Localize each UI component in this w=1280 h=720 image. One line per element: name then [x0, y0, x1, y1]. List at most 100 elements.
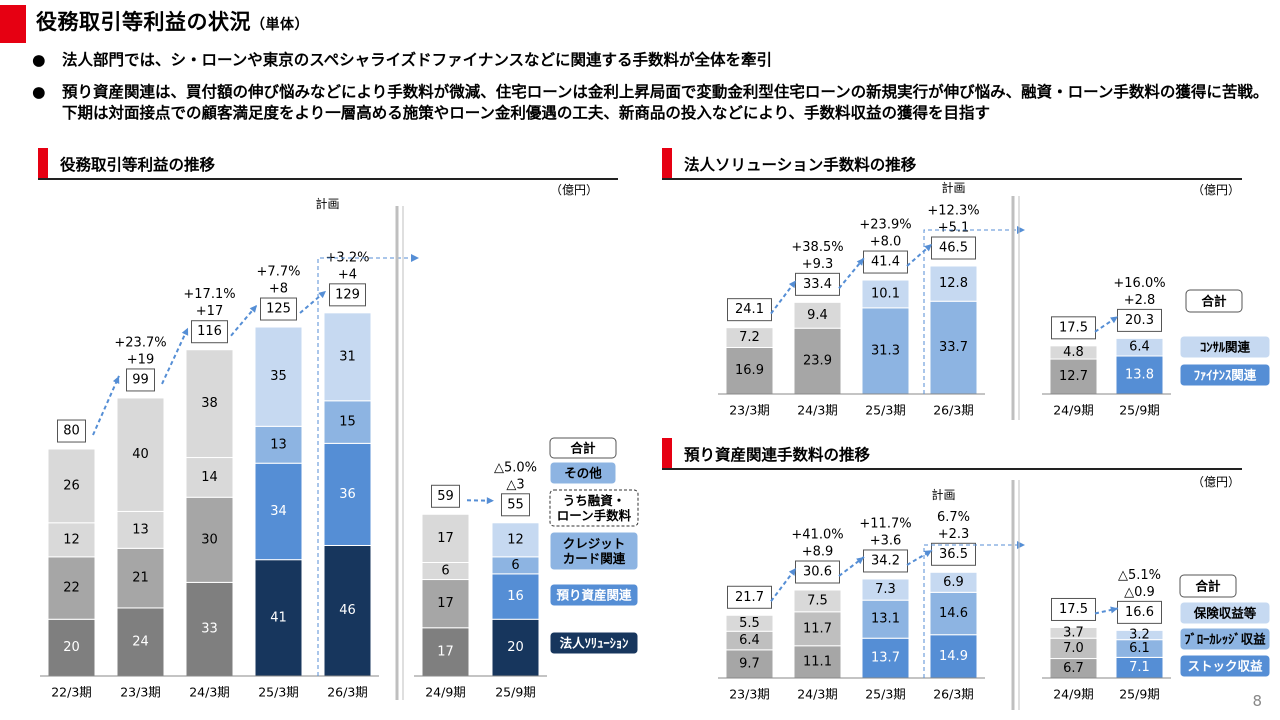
chart2-plan-label: 計画 [941, 180, 965, 195]
chart2-annual-total-1-label: 33.4 [803, 277, 832, 292]
chart1-annual-seg-label-1-3: 34 [270, 504, 287, 519]
chart3-annual-category-2: 25/3期 [865, 687, 906, 702]
chart1-annual-seg-label-0-1: 24 [132, 634, 149, 649]
chart3-half-seg-label-0-0: 6.7 [1063, 661, 1084, 676]
chart3-annual-seg-1-3 [929, 591, 978, 636]
chart2-annual-seg-label-0-3: 33.7 [939, 340, 968, 355]
section-underline [662, 178, 1242, 180]
chart1-annual-seg-label-0-4: 46 [339, 603, 356, 618]
chart3-annual-seg-label-1-0: 6.4 [739, 633, 760, 648]
chart2-annual-seg-0-0 [725, 346, 774, 395]
chart2-legend-finance-swatch [1179, 363, 1271, 387]
chart1-half-seg-4-0 [421, 513, 470, 564]
chart1-annual-seg-label-1-4: 36 [339, 487, 356, 502]
chart1-annual-seg-2-3 [254, 425, 303, 464]
chart2-legend-finance-label-0: ﾌｧｲﾅﾝｽ関連 [1194, 368, 1257, 383]
chart3-annual-total-3-box [931, 542, 976, 566]
chart1-plan-frame-head [411, 254, 419, 262]
chart2-annual-seg-label-1-0: 7.2 [739, 330, 760, 345]
chart3-annual-seg-1-1 [793, 611, 842, 647]
chart3-annual-total-2-label: 34.2 [871, 553, 900, 568]
chart2-half-seg-1-0 [1049, 345, 1098, 360]
chart1-annual-seg-0-1 [116, 607, 165, 677]
chart2-half-change-abs-1: +2.8 [1124, 293, 1156, 308]
chart3-annual-total-0-label: 21.7 [735, 590, 764, 605]
chart1-annual-arrow-1 [92, 375, 120, 436]
chart2-annual-category-3: 26/3期 [933, 403, 974, 418]
chart2-annual-total-2-box [863, 250, 908, 274]
chart2-annual-arrow-2-head [856, 258, 864, 266]
chart1-legend-loan-label-1: ローン手数料 [557, 508, 632, 523]
chart3-half-change-abs-1: △0.9 [1124, 585, 1155, 600]
chart2-annual-total-2-label: 41.4 [871, 255, 900, 270]
chart3-annual-seg-label-0-1: 11.1 [803, 654, 832, 669]
chart3-annual-arrow-2 [838, 556, 865, 577]
chart3-annual-seg-label-1-3: 14.6 [939, 606, 968, 621]
chart3-annual-change-abs-1: +8.9 [802, 545, 834, 560]
chart2-annual-change-pct-3: +12.3% [927, 204, 979, 219]
chart2-unit: （億円） [1192, 183, 1240, 197]
chart2-annual-change-abs-2: +8.0 [870, 235, 902, 250]
chart1-legend-total-label-0: 合計 [570, 441, 596, 456]
chart3-legend-total-label-0: 合計 [1195, 579, 1221, 594]
chart1-legend-assets-label-0: 預り資産関連 [556, 588, 632, 603]
bullet-1-text: 法人部門では、シ・ローンや東京のスペシャライズドファイナンスなどに関連する手数料… [62, 51, 773, 69]
chart1-annual-total-2-box [191, 320, 228, 344]
chart3-half-seg-2-1 [1115, 629, 1164, 641]
chart2-annual-total-0-label: 24.1 [735, 302, 764, 317]
chart1-half-change-pct-1: △5.0% [494, 460, 537, 475]
chart3-half-seg-2-0 [1049, 626, 1098, 639]
chart1-annual-change-abs-3: +8 [269, 282, 288, 297]
chart2-half-total-0-label: 17.5 [1059, 320, 1088, 335]
chart2-annual-seg-1-2 [861, 279, 910, 309]
chart3-half-arrow-1 [1094, 607, 1119, 615]
chart3-annual-seg-2-0 [725, 614, 774, 632]
chart1-legend-loan-label-0: うち融資・ [563, 493, 626, 508]
chart2-plan-frame-head [1017, 226, 1025, 234]
chart3-half-total-0-label: 17.5 [1059, 602, 1088, 617]
bullet-2-text: 預り資産関連は、買付額の伸び悩みなどにより手数料が微減、住宅ローンは金利上昇局面… [62, 83, 1269, 122]
chart1-annual-seg-1-0 [47, 556, 96, 620]
chart2-plan-frame [923, 229, 1019, 394]
chart1-annual-arrow-4-head [318, 290, 326, 299]
chart1-annual-arrow-2 [161, 327, 189, 385]
chart3-annual-seg-label-2-1: 7.5 [807, 593, 828, 608]
chart1-annual-seg-label-4-0: 26 [63, 478, 80, 493]
chart1-annual-change-pct-3: +7.7% [257, 265, 301, 280]
chart1-annual-category-3: 25/3期 [258, 685, 299, 700]
chart2-legend-total-swatch [1185, 289, 1243, 313]
chart1-annual-category-0: 22/3期 [51, 685, 92, 700]
section-title-assets: 預り資産関連手数料の推移 [684, 446, 871, 464]
chart3-annual-change-pct-2: +11.7% [859, 516, 911, 531]
chart3-half-change-pct-1: △5.1% [1118, 568, 1161, 583]
bullet-2-mark: ● [32, 83, 46, 101]
chart1-legend-credit-label-0: クレジット [563, 536, 626, 551]
chart3-annual-total-1-box [795, 560, 840, 584]
chart3-half-total-1-box [1117, 600, 1162, 624]
chart2-annual-arrow-3 [906, 243, 933, 267]
chart1-annual-change-abs-1: +19 [127, 352, 154, 367]
chart1-annual-seg-2-4 [323, 400, 372, 444]
chart1-half-seg-label-2-0: 6 [441, 564, 449, 579]
chart3-annual-category-3: 26/3期 [933, 687, 974, 702]
chart1-annual-category-4: 26/3期 [327, 685, 368, 700]
chart3-annual-seg-1-2 [861, 599, 910, 639]
chart1-annual-change-pct-4: +3.2% [326, 250, 370, 265]
chart3-annual-total-3-label: 36.5 [939, 547, 968, 562]
chart2-annual-change-abs-1: +9.3 [802, 257, 834, 272]
chart3-half-seg-label-1-1: 6.1 [1129, 641, 1150, 656]
chart2-annual-seg-label-0-0: 16.9 [735, 363, 764, 378]
chart1-annual-seg-0-4 [323, 544, 372, 677]
chart2-annual-total-3-box [931, 236, 976, 260]
chart2-annual-seg-label-1-2: 10.1 [871, 286, 900, 301]
chart1-half-seg-label-4-0: 17 [437, 531, 454, 546]
chart1-annual-seg-2-2 [185, 457, 234, 498]
page-title-main: 役務取引等利益の状況 [36, 10, 251, 34]
chart1-half-category-0: 24/9期 [425, 685, 466, 700]
chart1-annual-seg-label-2-3: 13 [270, 437, 287, 452]
chart1-half-seg-label-4-1: 12 [507, 532, 524, 547]
chart1-annual-seg-label-1-0: 22 [63, 581, 80, 596]
chart2-half-category-0: 24/9期 [1053, 403, 1094, 418]
chart1-annual-seg-label-4-2: 38 [201, 396, 218, 411]
chart3-annual-seg-0-2 [861, 637, 910, 679]
